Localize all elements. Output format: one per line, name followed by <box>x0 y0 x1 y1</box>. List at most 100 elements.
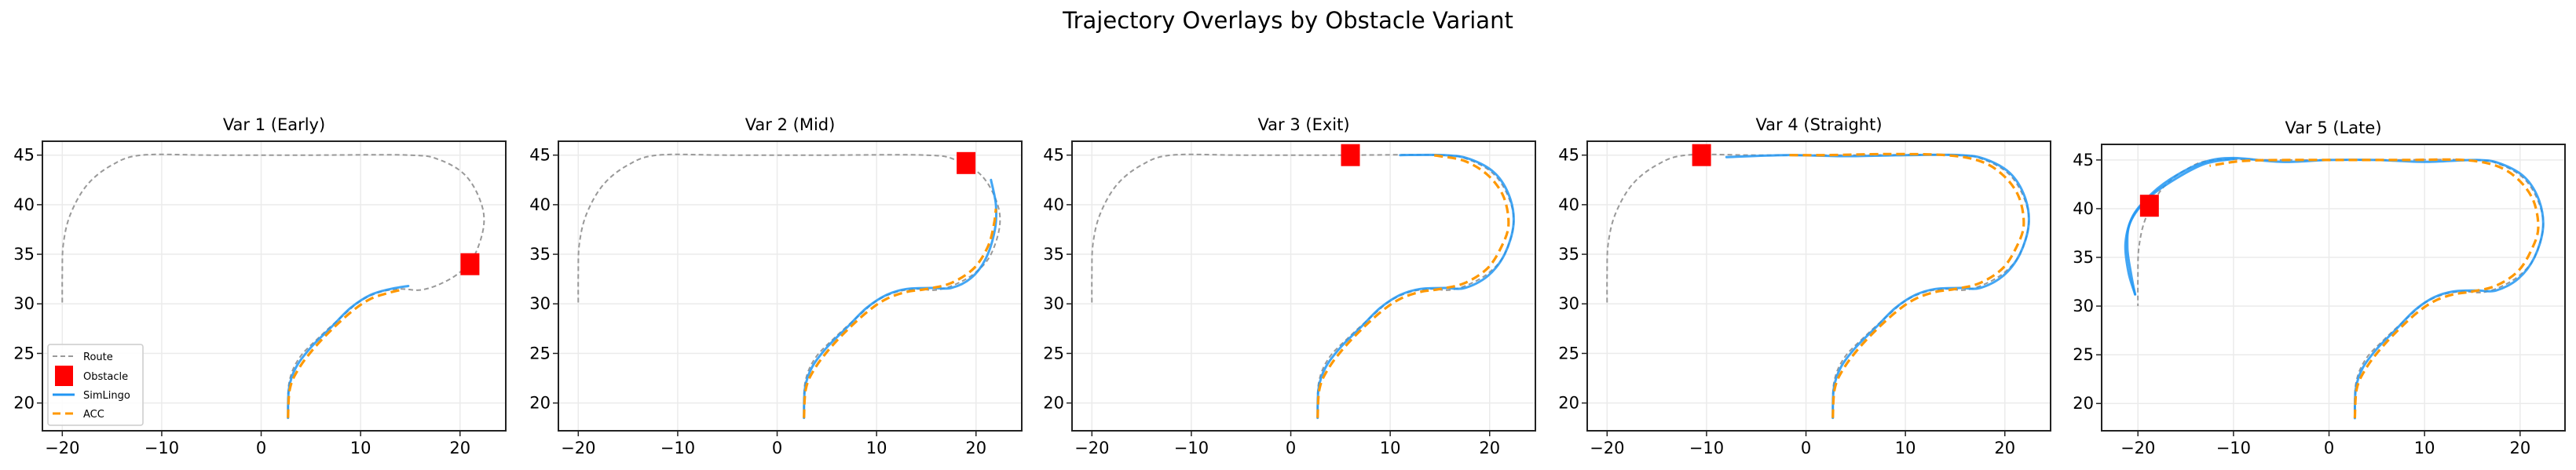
x-tick-label: −20 <box>1590 439 1624 457</box>
y-tick-label: 30 <box>1043 294 1064 313</box>
x-tick-label: 20 <box>1479 439 1500 457</box>
legend-label-acc: ACC <box>83 409 104 421</box>
plot-area <box>1606 144 2030 420</box>
x-tick-label: −20 <box>561 439 595 457</box>
y-tick-label: 20 <box>2073 394 2094 413</box>
subplot-title: Var 1 (Early) <box>223 115 325 134</box>
y-tick-label: 20 <box>1043 394 1064 413</box>
y-tick-label: 35 <box>2073 248 2094 267</box>
simlingo-line <box>2126 158 2235 296</box>
legend-label-obstacle: Obstacle <box>83 371 128 383</box>
y-tick-label: 30 <box>13 294 35 313</box>
y-tick-label: 35 <box>529 245 551 264</box>
x-tick-label: 10 <box>2414 439 2435 457</box>
x-tick-label: 0 <box>772 439 782 457</box>
y-tick-label: 45 <box>1558 146 1579 165</box>
axes-frame <box>1586 140 2051 432</box>
obstacle-marker <box>1341 144 1360 166</box>
obstacle-marker <box>1692 144 1711 166</box>
x-tick-label: −10 <box>2216 439 2251 457</box>
x-tick-label: 10 <box>1380 439 1401 457</box>
acc-line <box>2209 158 2540 419</box>
x-tick-label: −20 <box>1074 439 1109 457</box>
subplot-5: Var 5 (Late) −20 −10 0 10 20 20 25 30 35 40 45 <box>2073 118 2566 457</box>
y-tick-label: 45 <box>2073 151 2094 169</box>
x-tick-label: −20 <box>45 439 79 457</box>
y-tick-label: 35 <box>1043 245 1064 264</box>
acc-line <box>803 208 997 418</box>
y-tick-label: 20 <box>1558 394 1579 413</box>
y-tick-label: 35 <box>13 245 35 264</box>
legend-label-route: Route <box>83 352 113 363</box>
y-tick-label: 40 <box>529 195 551 214</box>
x-tick-label: 10 <box>350 439 371 457</box>
obstacle-marker <box>460 253 480 275</box>
simlingo-line <box>1725 153 2030 420</box>
y-tick-label: 20 <box>13 394 35 413</box>
subplot-1: Var 1 (Early) −20 −10 0 10 20 20 25 30 35 40 45 Rout… <box>13 115 507 457</box>
axes-frame <box>558 140 1023 432</box>
acc-line <box>287 289 401 418</box>
y-tick-label: 35 <box>1558 245 1579 264</box>
x-tick-label: 20 <box>1994 439 2015 457</box>
y-tick-label: 45 <box>13 146 35 165</box>
obstacle-marker <box>2139 195 2159 217</box>
subplot-title: Var 4 (Straight) <box>1755 115 1882 134</box>
simlingo-line <box>803 178 998 420</box>
y-tick-label: 25 <box>2073 345 2094 364</box>
plot-area <box>1091 144 1515 420</box>
x-tick-label: −10 <box>145 439 179 457</box>
plot-area <box>61 153 485 420</box>
x-tick-label: −10 <box>1689 439 1724 457</box>
axes-frame <box>42 140 507 432</box>
y-tick-label: 30 <box>1558 294 1579 313</box>
subplot-title: Var 2 (Mid) <box>745 115 836 134</box>
simlingo-line <box>287 285 410 420</box>
y-tick-label: 30 <box>529 294 551 313</box>
x-tick-label: 10 <box>866 439 887 457</box>
y-tick-label: 40 <box>1043 195 1064 214</box>
y-tick-label: 25 <box>529 344 551 363</box>
subplot-title: Var 3 (Exit) <box>1257 115 1349 134</box>
axes-frame <box>1071 140 1536 432</box>
x-tick-label: 0 <box>2324 439 2334 457</box>
subplot-3: Var 3 (Exit) −20 −10 0 10 20 20 25 30 35 40 45 <box>1043 115 1536 457</box>
route-line <box>2137 158 2545 418</box>
x-tick-label: 20 <box>965 439 986 457</box>
y-tick-label: 40 <box>2073 199 2094 218</box>
simlingo-line <box>2124 156 2545 420</box>
subplot-2: Var 2 (Mid) −20 −10 0 10 20 20 25 30 35 40 45 <box>529 115 1023 457</box>
x-tick-label: 20 <box>2509 439 2530 457</box>
y-tick-label: 30 <box>2073 297 2094 315</box>
legend: Route Obstacle SimLingo ACC <box>47 344 144 426</box>
x-tick-label: 0 <box>1801 439 1811 457</box>
simlingo-line <box>1316 153 1515 420</box>
x-tick-label: 0 <box>256 439 266 457</box>
y-tick-label: 40 <box>13 195 35 214</box>
y-tick-label: 40 <box>1558 195 1579 214</box>
legend-box <box>47 344 144 426</box>
legend-label-simlingo: SimLingo <box>83 390 130 402</box>
subplot-title: Var 5 (Late) <box>2285 118 2381 137</box>
y-tick-label: 25 <box>13 344 35 363</box>
x-tick-label: 10 <box>1895 439 1916 457</box>
x-tick-label: 20 <box>449 439 470 457</box>
axes-frame <box>2101 144 2566 432</box>
subplot-4: Var 4 (Straight) −20 −10 0 10 20 20 25 30 35 40 45 <box>1558 115 2051 457</box>
figure-title: Trajectory Overlays by Obstacle Variant <box>1062 7 1513 34</box>
y-tick-label: 20 <box>529 394 551 413</box>
x-tick-label: −20 <box>2120 439 2155 457</box>
plot-area <box>2124 156 2545 420</box>
x-tick-label: −10 <box>660 439 695 457</box>
plot-area <box>577 151 1001 420</box>
y-tick-label: 45 <box>1043 146 1064 165</box>
y-tick-label: 45 <box>529 146 551 165</box>
x-tick-label: −10 <box>1174 439 1209 457</box>
obstacle-marker <box>957 151 976 174</box>
acc-line <box>1316 154 1510 418</box>
legend-obstacle-swatch <box>55 366 73 386</box>
x-tick-label: 0 <box>1286 439 1296 457</box>
y-tick-label: 25 <box>1043 344 1064 363</box>
y-tick-label: 25 <box>1558 344 1579 363</box>
